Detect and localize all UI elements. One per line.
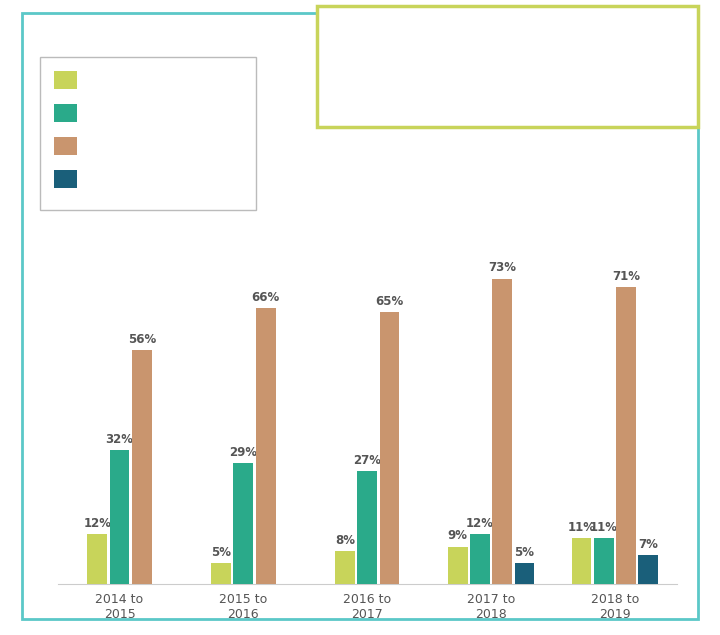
Bar [379,312,400,584]
Text: TWITTER: TWITTER [90,107,149,119]
Text: 8%: 8% [335,533,355,547]
Bar [616,287,636,584]
Text: 56%: 56% [127,333,156,345]
Bar [132,350,152,584]
Bar [572,538,591,584]
Text: 27%: 27% [354,454,381,467]
Bar [256,308,276,584]
Bar [233,463,253,584]
Text: 11%: 11% [567,521,595,534]
Text: 71%: 71% [612,270,640,283]
Bar [448,547,467,584]
Bar [109,450,130,584]
Text: 32%: 32% [106,433,133,446]
Text: FIGURE 5:: FIGURE 5: [606,22,688,37]
Bar [87,534,107,584]
Text: FACEBOOK: FACEBOOK [90,140,161,152]
Text: 9%: 9% [448,530,467,542]
Text: 5%: 5% [211,546,231,559]
Bar [594,538,613,584]
Bar [357,471,377,584]
Text: 66%: 66% [251,291,280,304]
Text: 11%: 11% [590,521,618,534]
Text: SOCIAL MEDIA EXPENDITURES —: SOCIAL MEDIA EXPENDITURES — [418,38,688,53]
Bar [639,555,658,584]
Text: LINKEDIN: LINKEDIN [90,74,153,86]
Bar [211,563,231,584]
Text: 73%: 73% [488,262,516,274]
Text: SNAPCHAT: SNAPCHAT [90,173,161,185]
Text: 29%: 29% [229,446,258,458]
Text: A FIVE YEAR PERSPECTIVE: A FIVE YEAR PERSPECTIVE [470,57,688,72]
Text: 65%: 65% [375,295,404,308]
Bar [470,534,490,584]
Text: 12%: 12% [466,517,494,530]
Text: 12%: 12% [84,517,111,530]
Bar [335,551,355,584]
Text: 5%: 5% [515,546,534,559]
Bar [515,563,534,584]
Text: 7%: 7% [639,538,658,551]
Bar [492,279,512,584]
